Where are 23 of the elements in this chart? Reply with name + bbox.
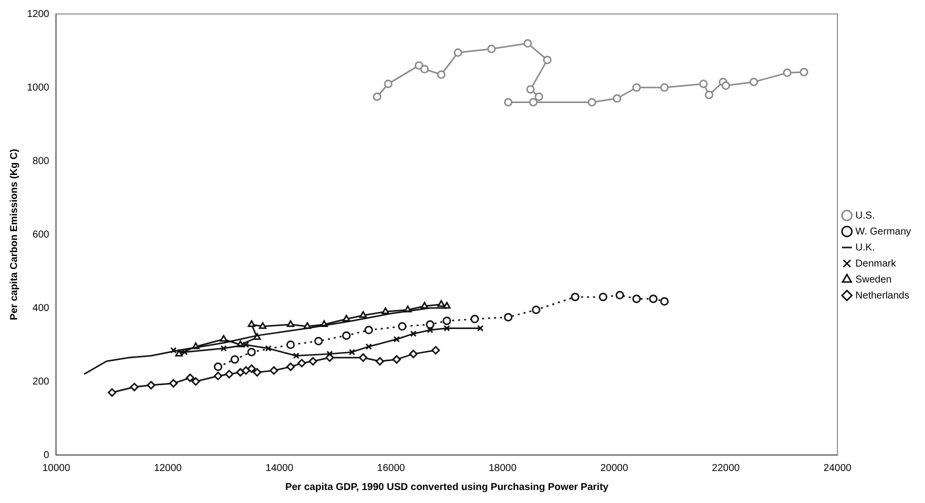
x-tick-label: 10000 <box>42 462 71 474</box>
legend-label: Sweden <box>855 274 892 286</box>
x-tick-label: 16000 <box>377 462 406 474</box>
legend-label: U.S. <box>855 210 875 222</box>
y-tick-label: 400 <box>32 302 50 314</box>
y-tick-label: 0 <box>44 450 50 461</box>
x-tick-label: 18000 <box>488 462 517 474</box>
x-axis-title: Per capita GDP, 1990 USD converted using Purchasing Power Parity <box>285 482 609 493</box>
y-tick-label: 1000 <box>26 82 50 94</box>
legend-label: Denmark <box>855 258 897 270</box>
y-axis-title: Per capita Carbon Emissions (Kg C) <box>8 148 20 320</box>
legend-label: U.K. <box>855 242 875 254</box>
y-tick-label: 600 <box>32 229 50 240</box>
x-tick-label: 12000 <box>154 462 182 474</box>
x-tick-label: 14000 <box>266 462 294 474</box>
legend-label: Netherlands <box>855 290 910 302</box>
x-tick-label: 20000 <box>600 462 629 474</box>
legend-label: W. Germany <box>855 226 912 238</box>
y-tick-label: 200 <box>32 376 50 388</box>
x-tick-label: 22000 <box>712 462 740 474</box>
x-tick-label: 24000 <box>824 462 852 474</box>
y-tick-label: 800 <box>32 156 50 167</box>
y-tick-label: 1200 <box>26 8 50 20</box>
